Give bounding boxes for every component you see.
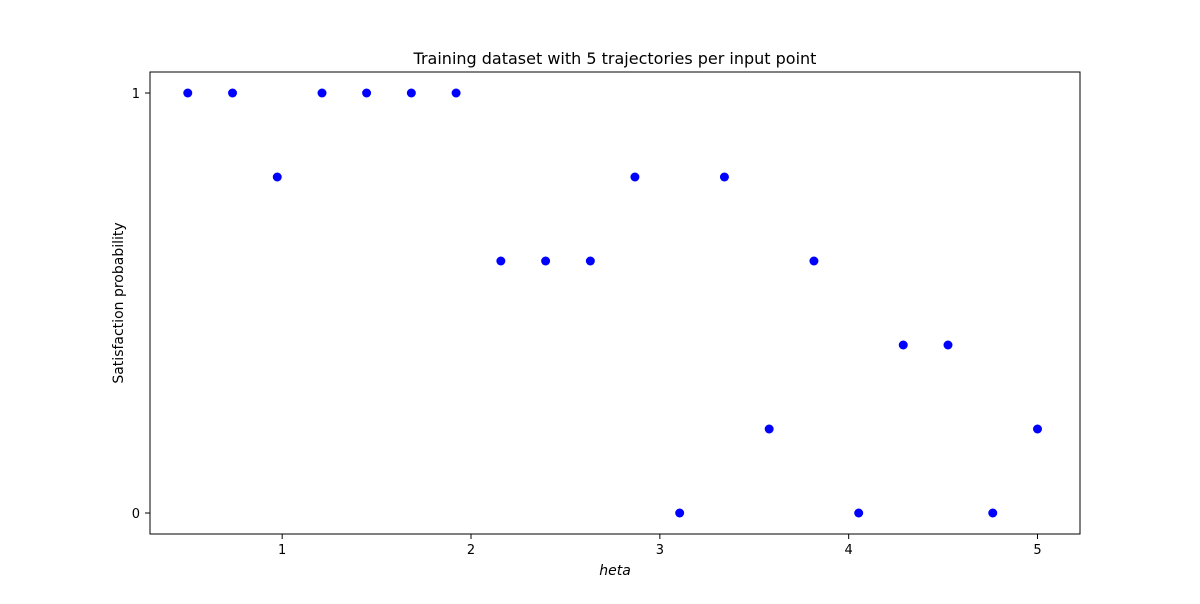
- data-point: [943, 340, 953, 350]
- ticks-layer: 1 2 3 4 5 0 1: [132, 87, 1042, 558]
- data-point: [362, 88, 372, 98]
- data-point: [228, 88, 238, 98]
- y-axis-label: Satisfaction probability: [111, 222, 127, 383]
- data-point: [809, 256, 819, 266]
- plot-area-frame: [149, 71, 1081, 535]
- x-tick-label: 2: [467, 543, 475, 558]
- data-point: [406, 88, 416, 98]
- data-point: [541, 256, 551, 266]
- x-tick-label: 5: [1033, 543, 1041, 558]
- x-tick-label: 1: [278, 543, 286, 558]
- data-point: [272, 172, 282, 182]
- data-point: [719, 172, 729, 182]
- data-point: [675, 508, 685, 518]
- y-tick-label: 1: [132, 87, 140, 102]
- data-point: [317, 88, 327, 98]
- x-tick-label: 4: [845, 543, 853, 558]
- chart-title: Training dataset with 5 trajectories per…: [413, 49, 817, 68]
- data-point: [630, 172, 640, 182]
- data-point: [764, 424, 774, 434]
- data-point: [854, 508, 864, 518]
- data-point: [496, 256, 506, 266]
- data-point: [1033, 424, 1043, 434]
- x-axis-label: heta: [599, 563, 631, 579]
- data-point: [988, 508, 998, 518]
- data-point: [451, 88, 461, 98]
- data-point: [585, 256, 595, 266]
- x-tick-label: 3: [656, 543, 664, 558]
- data-point: [183, 88, 193, 98]
- data-point: [898, 340, 908, 350]
- data-points: [183, 88, 1043, 518]
- y-tick-label: 0: [132, 507, 140, 522]
